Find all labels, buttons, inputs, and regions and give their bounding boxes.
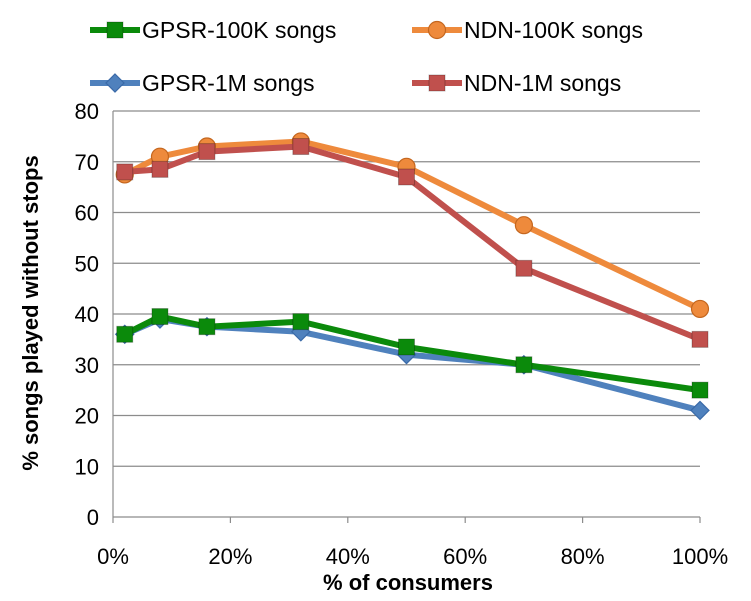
series-ndn-100k-songs [115,132,710,319]
legend-label: GPSR-100K songs [142,17,336,43]
x-tick-label: 40% [326,544,370,569]
legend-swatch-marker [105,73,125,93]
data-point-gpsr-100k-songs [515,356,533,374]
x-axis-title: % of consumers [323,570,493,595]
legend-item-ndn-1m-songs: NDN-1M songs [412,70,621,96]
legend-swatch-marker [427,20,447,40]
y-tick-label: 30 [75,353,99,378]
data-point-gpsr-100k-songs [691,381,709,399]
data-point-gpsr-100k-songs [198,318,216,336]
x-tick-labels: 0% 20% 40% 60% 80% 100% [97,544,728,569]
legend-swatch-marker [428,74,446,92]
data-point-ndn-1m-songs [151,160,169,178]
data-point-ndn-1m-songs [198,143,216,161]
data-point-gpsr-100k-songs [151,308,169,326]
data-point-ndn-1m-songs [691,330,709,348]
legend-swatch-marker [106,21,124,39]
legend-item-ndn-100k-songs: NDN-100K songs [412,17,643,43]
x-tick-label: 100% [672,544,728,569]
y-tick-label: 80 [75,99,99,124]
data-point-gpsr-100k-songs [398,338,415,356]
y-tick-label: 0 [87,505,99,530]
y-tick-label: 20 [75,404,99,429]
legend-item-gpsr-100k-songs: GPSR-100K songs [90,17,336,43]
legend: GPSR-100K songs NDN-100K songs GPSR-1M son… [90,17,643,96]
axes [112,111,701,523]
data-point-gpsr-100k-songs [292,313,310,331]
data-point-ndn-1m-songs [398,168,415,186]
data-point-gpsr-1m-songs [690,400,710,421]
legend-label: GPSR-1M songs [142,70,315,96]
y-tick-label: 60 [75,201,99,226]
y-tick-label: 70 [75,150,99,175]
y-tick-label: 40 [75,302,99,327]
legend-label: NDN-1M songs [464,70,621,96]
x-tick-label: 0% [97,544,129,569]
data-point-ndn-100k-songs [514,216,534,235]
legend-item-gpsr-1m-songs: GPSR-1M songs [90,70,315,96]
y-tick-labels: 0 10 20 30 40 50 60 70 80 [75,99,99,530]
series-layer [114,132,710,421]
data-point-ndn-1m-songs [116,163,134,181]
data-point-ndn-1m-songs [292,138,310,156]
y-tick-label: 10 [75,454,99,479]
y-axis-title: % songs played without stops [18,155,43,470]
x-tick-label: 20% [208,544,252,569]
series-ndn-1m-songs [116,138,709,348]
y-tick-label: 50 [75,251,99,276]
data-point-ndn-1m-songs [515,259,533,277]
gridlines [113,110,700,467]
series-gpsr-100k-songs [116,308,709,399]
legend-label: NDN-100K songs [464,17,643,43]
x-tick-label: 60% [443,544,487,569]
data-point-gpsr-100k-songs [116,325,134,343]
x-tick-label: 80% [561,544,605,569]
data-point-ndn-100k-songs [690,299,710,319]
